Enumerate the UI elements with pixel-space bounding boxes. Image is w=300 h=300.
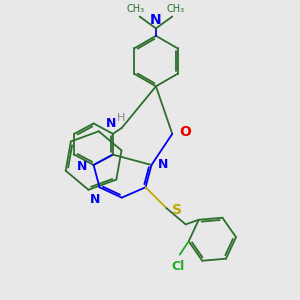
Text: N: N — [158, 158, 168, 172]
Text: S: S — [172, 202, 182, 217]
Text: N: N — [150, 13, 162, 27]
Text: N: N — [90, 193, 100, 206]
Text: N: N — [77, 160, 87, 173]
Text: CH₃: CH₃ — [127, 4, 145, 14]
Text: CH₃: CH₃ — [167, 4, 185, 14]
Text: N: N — [106, 117, 116, 130]
Text: H: H — [117, 113, 125, 123]
Text: O: O — [179, 125, 191, 139]
Text: Cl: Cl — [172, 260, 185, 273]
